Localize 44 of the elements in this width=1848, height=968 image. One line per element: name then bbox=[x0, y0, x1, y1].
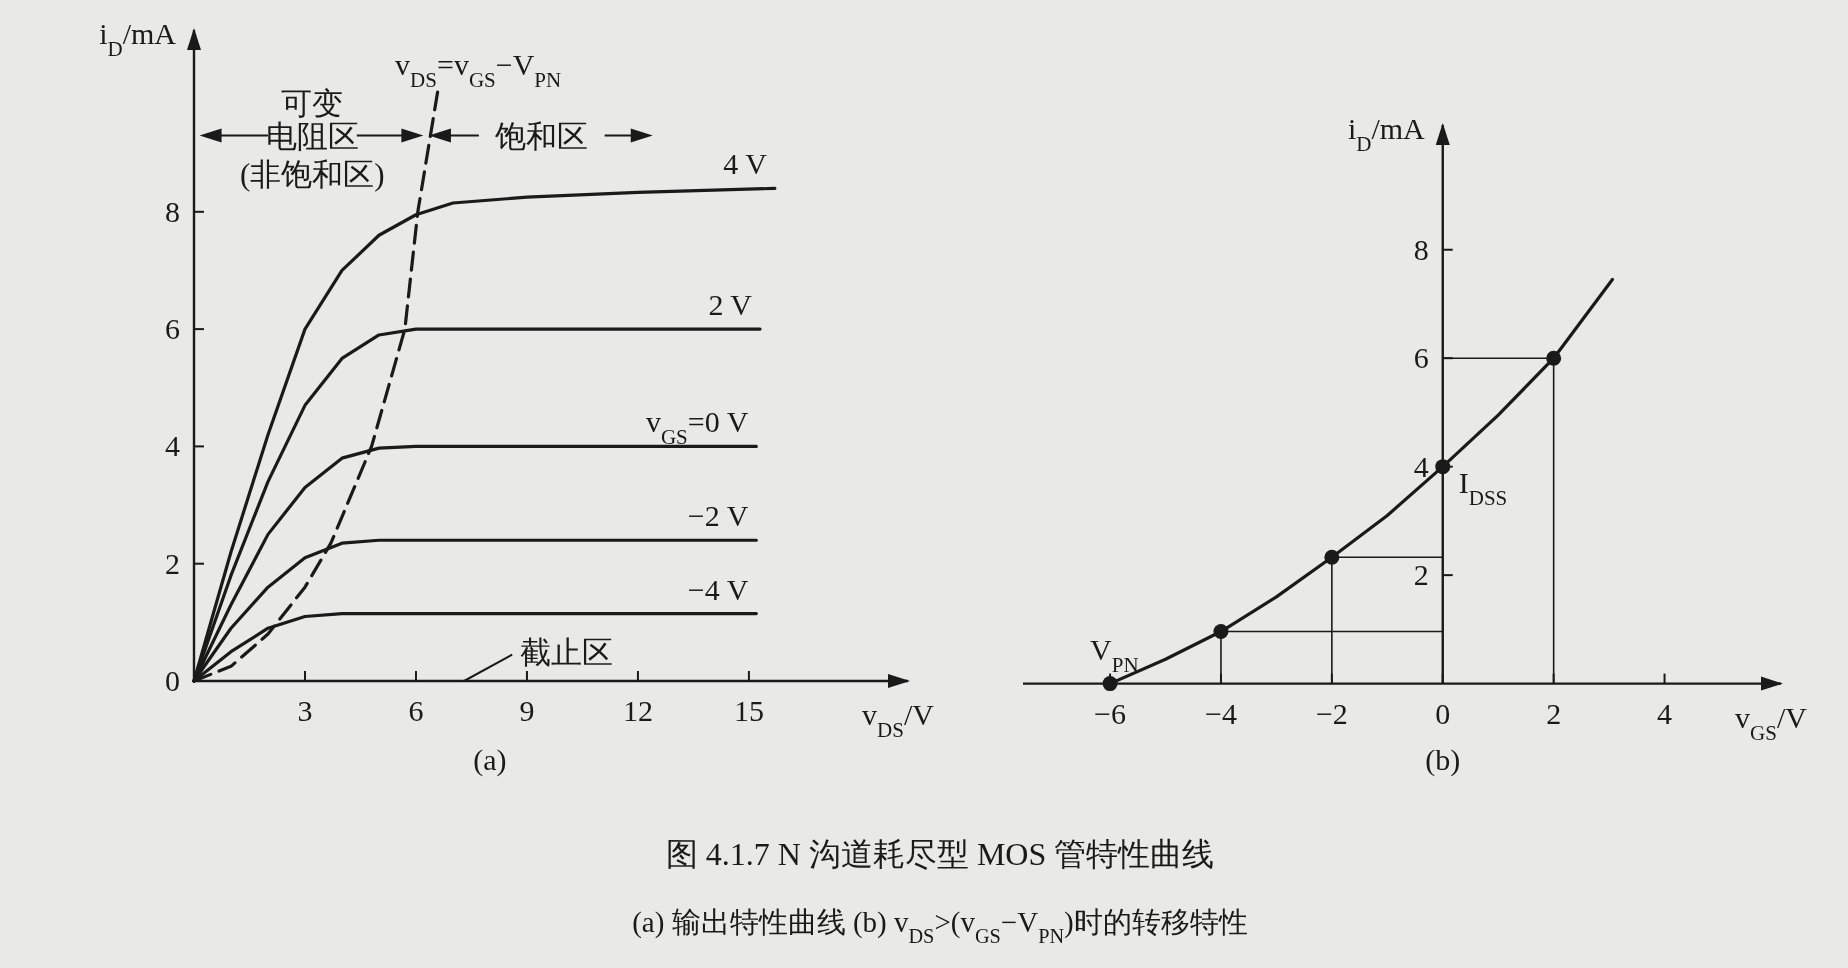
series-label: −4 V bbox=[687, 572, 749, 606]
title: (a) bbox=[473, 743, 507, 776]
tick-label: 8 bbox=[1413, 232, 1429, 266]
tick-label: 6 bbox=[165, 312, 180, 346]
tick-label: 12 bbox=[622, 694, 653, 727]
xlabel: v$_{DS}$/V bbox=[862, 698, 934, 742]
annotation: 饱和区 bbox=[495, 118, 589, 154]
title: (b) bbox=[1425, 743, 1461, 776]
point bbox=[1435, 459, 1451, 475]
series-label: 4 V bbox=[723, 147, 767, 181]
tick-label: 4 bbox=[165, 429, 180, 463]
tick-label: 2 bbox=[1413, 558, 1429, 592]
point bbox=[1546, 350, 1562, 366]
tick-label: 9 bbox=[519, 694, 535, 727]
annotation: (非饱和区) bbox=[240, 156, 385, 192]
point bbox=[1102, 676, 1118, 692]
tick-label: 6 bbox=[1413, 341, 1429, 375]
tick-label: 4 bbox=[1413, 449, 1429, 483]
tick-label: 4 bbox=[1657, 696, 1673, 730]
tick-label: 2 bbox=[1546, 696, 1562, 730]
series-label: v$_{GS}$=0 V bbox=[645, 405, 749, 450]
series-label: −2 V bbox=[687, 499, 749, 533]
ylabel: i$_{D}$/mA bbox=[99, 17, 176, 61]
caption: (a) 输出特性曲线 (b) v$_{DS}$>(v$_{GS}$−V$_{PN}$)时的转移特性 bbox=[632, 906, 1248, 947]
tick-label: 8 bbox=[165, 194, 180, 228]
tick-label: −4 bbox=[1205, 696, 1237, 730]
annotation: 截止区 bbox=[519, 634, 613, 670]
tick-label: 6 bbox=[408, 694, 424, 727]
tick-label: −2 bbox=[1315, 696, 1348, 730]
caption: 图 4.1.7 N 沟道耗尽型 MOS 管特性曲线 bbox=[665, 836, 1215, 872]
tick-label: −6 bbox=[1094, 696, 1126, 730]
tick-label: 2 bbox=[165, 546, 180, 580]
annotation: I$_{DSS}$ bbox=[1458, 465, 1508, 510]
series-label: v$_{DS}$=v$_{GS}$−V$_{PN}$ bbox=[395, 47, 562, 92]
tick-label: 3 bbox=[297, 694, 313, 727]
tick-label: 0 bbox=[165, 664, 180, 697]
tick-label: 15 bbox=[733, 694, 764, 727]
ylabel: i$_{D}$/mA bbox=[1347, 112, 1425, 156]
tick-label: 0 bbox=[1435, 696, 1451, 730]
point bbox=[1213, 624, 1229, 640]
annotation: V$_{PN}$ bbox=[1090, 632, 1139, 677]
point bbox=[1324, 549, 1340, 565]
xlabel: v$_{GS}$/V bbox=[1735, 700, 1807, 745]
series-label: 2 V bbox=[708, 288, 752, 322]
